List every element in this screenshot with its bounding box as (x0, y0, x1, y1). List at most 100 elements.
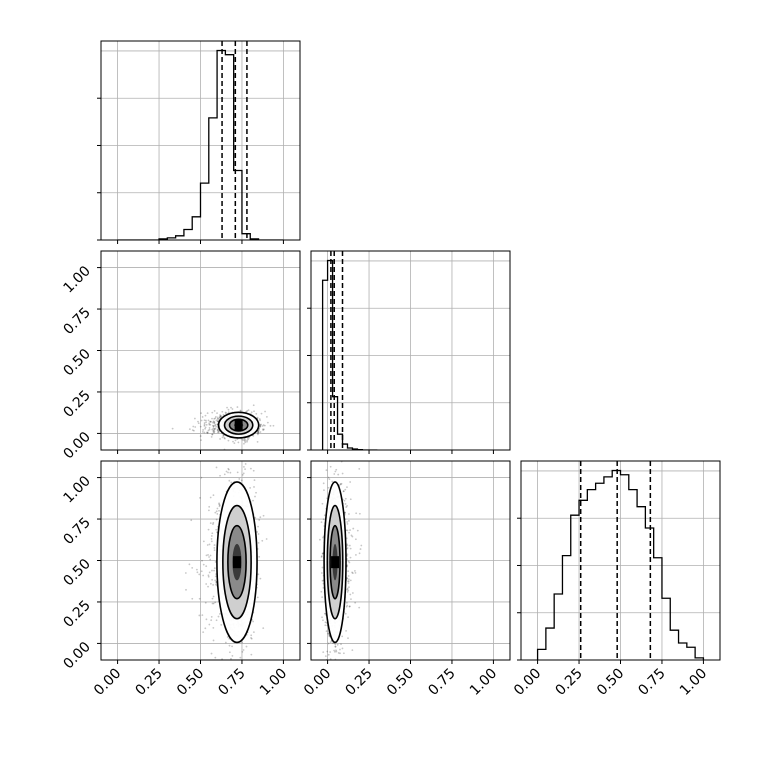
scatter-point (346, 553, 349, 556)
scatter-point (199, 496, 201, 499)
scatter-point (320, 555, 323, 557)
scatter-point (199, 435, 202, 437)
scatter-point (208, 623, 211, 626)
scatter-point (204, 427, 206, 430)
scatter-point (252, 434, 255, 437)
scatter-point (336, 668, 338, 670)
scatter-point (349, 547, 352, 550)
scatter-point (347, 589, 350, 592)
scatter-point (203, 423, 206, 426)
scatter-point (358, 606, 361, 609)
scatter-point (200, 570, 203, 573)
hist-bar (662, 598, 670, 660)
scatter-point (205, 421, 207, 424)
hist-bar (201, 183, 209, 240)
x-tick-label: 0.00 (301, 666, 334, 699)
scatter-point (342, 652, 345, 655)
scatter-point (333, 649, 336, 652)
scatter-point (227, 468, 230, 471)
scatter-point (205, 419, 207, 422)
scatter-point (246, 410, 249, 412)
scatter-point (344, 512, 346, 514)
scatter-point (211, 532, 214, 535)
scatter-point (226, 636, 229, 638)
scatter-point (257, 432, 259, 434)
scatter-point (212, 595, 215, 598)
scatter-point (347, 582, 350, 584)
contour-line (227, 524, 247, 600)
scatter-point (331, 642, 334, 645)
scatter-point (212, 676, 214, 678)
scatter-point (225, 470, 228, 473)
scatter-point (351, 592, 354, 594)
scatter-point (239, 409, 242, 412)
scatter-point (346, 588, 349, 591)
scatter-point (351, 571, 353, 574)
scatter-point (258, 555, 261, 558)
scatter-point (218, 416, 221, 419)
scatter-point (257, 533, 260, 535)
scatter-point (320, 590, 323, 593)
scatter-point (359, 548, 362, 550)
scatter-point (266, 421, 269, 424)
scatter-point (322, 619, 324, 622)
scatter-point (264, 410, 266, 413)
scatter-point (241, 651, 244, 653)
scatter-point (322, 651, 325, 654)
scatter-point (243, 465, 245, 468)
scatter-point (234, 439, 237, 442)
scatter-point (347, 616, 350, 619)
x-tick-label: 1.00 (467, 666, 500, 699)
scatter-point (320, 572, 323, 574)
scatter-point (259, 425, 262, 428)
y-tick-label: 0.25 (60, 597, 93, 630)
hist-bar (242, 234, 250, 240)
scatter-point (215, 518, 218, 521)
scatter-point (250, 636, 252, 639)
scatter-point (208, 426, 211, 429)
scatter-point (205, 554, 208, 557)
scatter-point (256, 596, 259, 599)
scatter-point (219, 415, 222, 418)
scatter-point (215, 425, 217, 428)
scatter-point (217, 431, 220, 434)
scatter-point (334, 643, 337, 646)
scatter-point (212, 424, 214, 427)
scatter-point (329, 651, 332, 653)
scatter-point (269, 424, 272, 427)
scatter-point (213, 428, 216, 431)
scatter-point (198, 573, 201, 576)
scatter-point (231, 408, 234, 410)
scatter-point (207, 554, 209, 556)
scatter-point (192, 425, 195, 428)
scatter-point (253, 410, 255, 413)
scatter-point (348, 513, 350, 515)
scatter-point (197, 420, 199, 423)
scatter-point (260, 412, 263, 415)
scatter-point (202, 429, 204, 431)
scatter-point (209, 554, 212, 557)
scatter-point (218, 430, 221, 433)
scatter-point (216, 420, 219, 423)
hist-bar (328, 260, 333, 450)
scatter-point (336, 673, 338, 675)
scatter-point (346, 604, 349, 607)
contour-line (323, 481, 347, 644)
scatter-point (202, 540, 205, 543)
scatter-point (213, 417, 216, 420)
scatter-point (209, 421, 212, 423)
scatter-point (237, 441, 240, 444)
scatter-point (346, 587, 349, 590)
scatter-point (322, 536, 324, 539)
scatter-point (207, 574, 210, 577)
scatter-point (191, 429, 194, 432)
scatter-point (241, 474, 244, 476)
scatter-point (344, 488, 347, 491)
scatter-point (210, 538, 213, 540)
scatter-point (219, 474, 221, 477)
scatter-point (244, 468, 246, 471)
y-tick-label: 0.75 (60, 515, 93, 548)
scatter-point (328, 478, 331, 481)
scatter-point (214, 656, 217, 659)
hist-bar (217, 50, 225, 240)
